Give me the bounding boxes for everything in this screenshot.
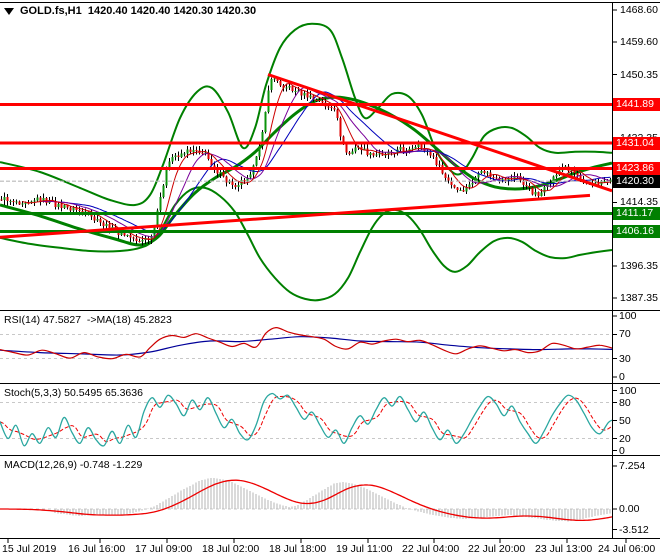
- price-badge: 1431.04: [613, 136, 660, 150]
- stoch-tick-label: 50: [619, 414, 631, 427]
- price-badge: 1441.89: [613, 98, 660, 112]
- time-axis-label: 19 Jul 11:00: [336, 543, 393, 555]
- macd-indicator-label: MACD(12,26,9) -0.748 -1.229: [4, 459, 143, 471]
- rsi-tick-label: 100: [619, 310, 637, 322]
- symbol-ohlc-title: GOLD.fs,H1 1420.40 1420.40 1420.30 1420.…: [20, 5, 257, 17]
- panel-frame: [0, 2, 660, 539]
- stoch-tick-label: 20: [619, 432, 631, 445]
- time-axis-label: 18 Jul 18:00: [269, 543, 327, 555]
- time-axis-label: 24 Jul 06:00: [598, 543, 656, 555]
- price-tick-label: 1468.60: [620, 4, 658, 16]
- price-badge: 1411.17: [613, 207, 660, 221]
- rsi-layer: [0, 327, 613, 360]
- chart-title-bar: GOLD.fs,H1 1420.40 1420.40 1420.30 1420.…: [4, 5, 256, 17]
- price-tick-label: 1459.60: [620, 35, 658, 48]
- rsi-tick-label: 70: [619, 328, 631, 341]
- rsi-tick-label: 30: [619, 352, 631, 365]
- price-tick-label: 1396.35: [620, 260, 658, 273]
- macd-layer: [0, 477, 613, 522]
- time-axis-label: 16 Jul 16:00: [68, 543, 126, 555]
- price-badge: 1420.30: [613, 174, 660, 188]
- stoch-indicator-label: Stoch(5,3,3) 50.5495 65.3636: [4, 387, 143, 399]
- macd-tick-label: 0.00: [619, 503, 640, 515]
- price-tick-label: 1450.35: [620, 68, 658, 81]
- stoch-tick-label: 0: [619, 444, 625, 457]
- price-badge: 1423.86: [613, 162, 660, 176]
- time-axis-label: 18 Jul 02:00: [202, 543, 260, 555]
- stoch-tick-label: 80: [619, 396, 631, 409]
- macd-tick-label: -3.512: [619, 523, 649, 536]
- stoch-layer: [0, 392, 613, 447]
- time-axis-label: 22 Jul 20:00: [468, 543, 526, 555]
- stoch-tick-label: 100: [619, 384, 637, 397]
- time-axis-label: 22 Jul 04:00: [402, 543, 460, 555]
- bands-layer: [0, 22, 613, 302]
- rsi-tick-label: 0: [619, 371, 625, 383]
- chart-marker-icon[interactable]: [4, 7, 14, 15]
- macd-tick-label: 7.254: [619, 460, 646, 473]
- price-tick-label: 1387.35: [620, 291, 658, 304]
- levels-layer: [0, 73, 613, 239]
- time-axis-label: 15 Jul 2019: [2, 543, 57, 555]
- time-axis-label: 23 Jul 13:00: [535, 543, 593, 555]
- price-badge: 1406.16: [613, 224, 660, 238]
- time-axis-label: 17 Jul 09:00: [135, 543, 193, 555]
- price-tick-label: 1414.35: [620, 196, 658, 209]
- rsi-indicator-label: RSI(14) 47.5827 ->MA(18) 45.2823: [4, 314, 172, 326]
